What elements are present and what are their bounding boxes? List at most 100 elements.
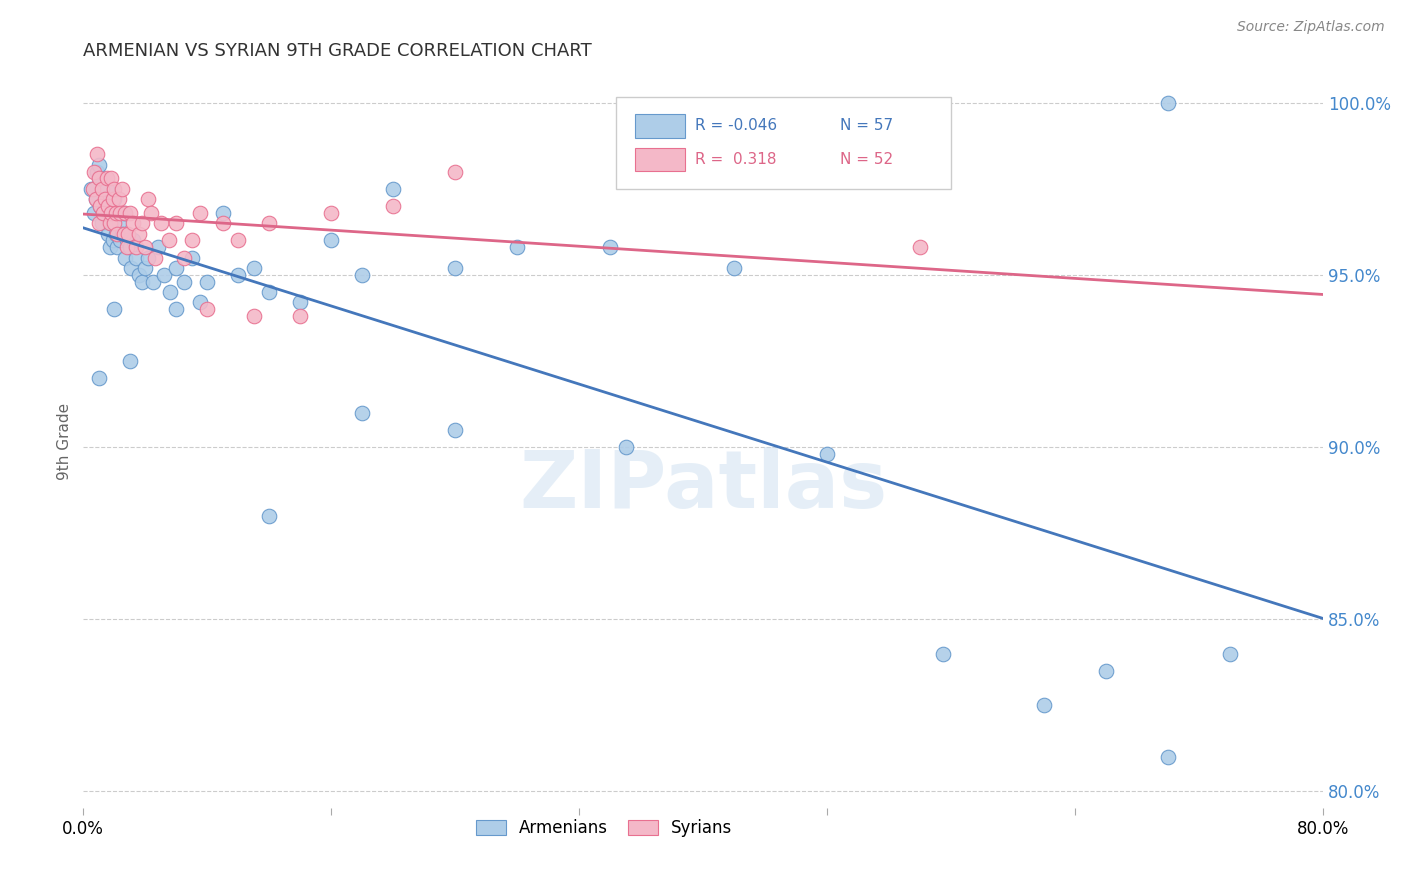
- Point: [382, 199, 405, 213]
- Point: [114, 206, 136, 220]
- Point: [83, 206, 105, 220]
- Point: [211, 216, 233, 230]
- Point: [180, 251, 202, 265]
- Point: [97, 199, 120, 213]
- Point: [141, 206, 163, 220]
- Point: [506, 240, 529, 254]
- Point: [165, 260, 187, 275]
- Point: [118, 354, 141, 368]
- Point: [157, 234, 180, 248]
- Bar: [636, 148, 685, 171]
- Point: [321, 206, 343, 220]
- Point: [87, 371, 110, 385]
- FancyBboxPatch shape: [616, 97, 952, 189]
- Point: [146, 240, 169, 254]
- Point: [180, 234, 202, 248]
- Point: [108, 216, 131, 230]
- Point: [908, 240, 931, 254]
- Point: [1095, 664, 1118, 678]
- Point: [195, 302, 218, 317]
- Point: [131, 275, 153, 289]
- Point: [110, 206, 132, 220]
- Point: [104, 227, 127, 241]
- Point: [111, 182, 134, 196]
- Point: [87, 158, 110, 172]
- Point: [173, 251, 195, 265]
- Point: [80, 182, 103, 196]
- Point: [226, 268, 249, 282]
- Point: [89, 199, 111, 213]
- Point: [89, 199, 111, 213]
- Point: [143, 251, 166, 265]
- Point: [125, 240, 148, 254]
- Point: [1033, 698, 1056, 713]
- Point: [134, 240, 156, 254]
- Point: [1219, 647, 1241, 661]
- Point: [115, 234, 138, 248]
- Point: [98, 240, 121, 254]
- Point: [195, 275, 218, 289]
- Point: [134, 260, 156, 275]
- Point: [153, 268, 176, 282]
- Point: [90, 216, 112, 230]
- Point: [108, 192, 131, 206]
- Point: [120, 260, 142, 275]
- Point: [128, 268, 150, 282]
- Point: [723, 260, 745, 275]
- Point: [382, 182, 405, 196]
- Point: [444, 164, 467, 178]
- Point: [86, 147, 108, 161]
- Y-axis label: 9th Grade: 9th Grade: [58, 403, 72, 481]
- Point: [122, 216, 145, 230]
- Point: [93, 206, 115, 220]
- Point: [173, 275, 195, 289]
- Point: [114, 251, 136, 265]
- Point: [94, 192, 117, 206]
- Point: [83, 164, 105, 178]
- Legend: Armenians, Syrians: Armenians, Syrians: [470, 813, 740, 844]
- Point: [614, 440, 637, 454]
- Text: R =  0.318: R = 0.318: [695, 152, 776, 167]
- Point: [599, 240, 621, 254]
- Point: [87, 216, 110, 230]
- Text: ZIPatlas: ZIPatlas: [519, 447, 887, 524]
- Point: [94, 192, 117, 206]
- Point: [100, 216, 122, 230]
- Point: [100, 171, 122, 186]
- Point: [93, 206, 115, 220]
- Point: [259, 216, 281, 230]
- Point: [96, 182, 118, 196]
- Point: [112, 227, 135, 241]
- Point: [98, 216, 121, 230]
- Point: [290, 309, 312, 323]
- Text: N = 52: N = 52: [839, 152, 893, 167]
- Text: R = -0.046: R = -0.046: [695, 119, 776, 133]
- Point: [103, 206, 125, 220]
- Point: [259, 285, 281, 299]
- Point: [165, 216, 187, 230]
- Point: [90, 182, 112, 196]
- Point: [226, 234, 249, 248]
- Point: [101, 234, 124, 248]
- Point: [103, 182, 125, 196]
- Point: [100, 206, 122, 220]
- Point: [103, 216, 125, 230]
- Point: [188, 295, 211, 310]
- Point: [84, 192, 107, 206]
- Point: [131, 216, 153, 230]
- Point: [321, 234, 343, 248]
- Text: Source: ZipAtlas.com: Source: ZipAtlas.com: [1237, 20, 1385, 34]
- Point: [105, 227, 128, 241]
- Point: [101, 192, 124, 206]
- Point: [242, 260, 264, 275]
- Point: [815, 447, 838, 461]
- Point: [352, 406, 374, 420]
- Point: [125, 251, 148, 265]
- Point: [128, 227, 150, 241]
- Point: [96, 171, 118, 186]
- Point: [97, 206, 120, 220]
- Point: [1157, 749, 1180, 764]
- Point: [103, 302, 125, 317]
- Point: [211, 206, 233, 220]
- Point: [138, 251, 160, 265]
